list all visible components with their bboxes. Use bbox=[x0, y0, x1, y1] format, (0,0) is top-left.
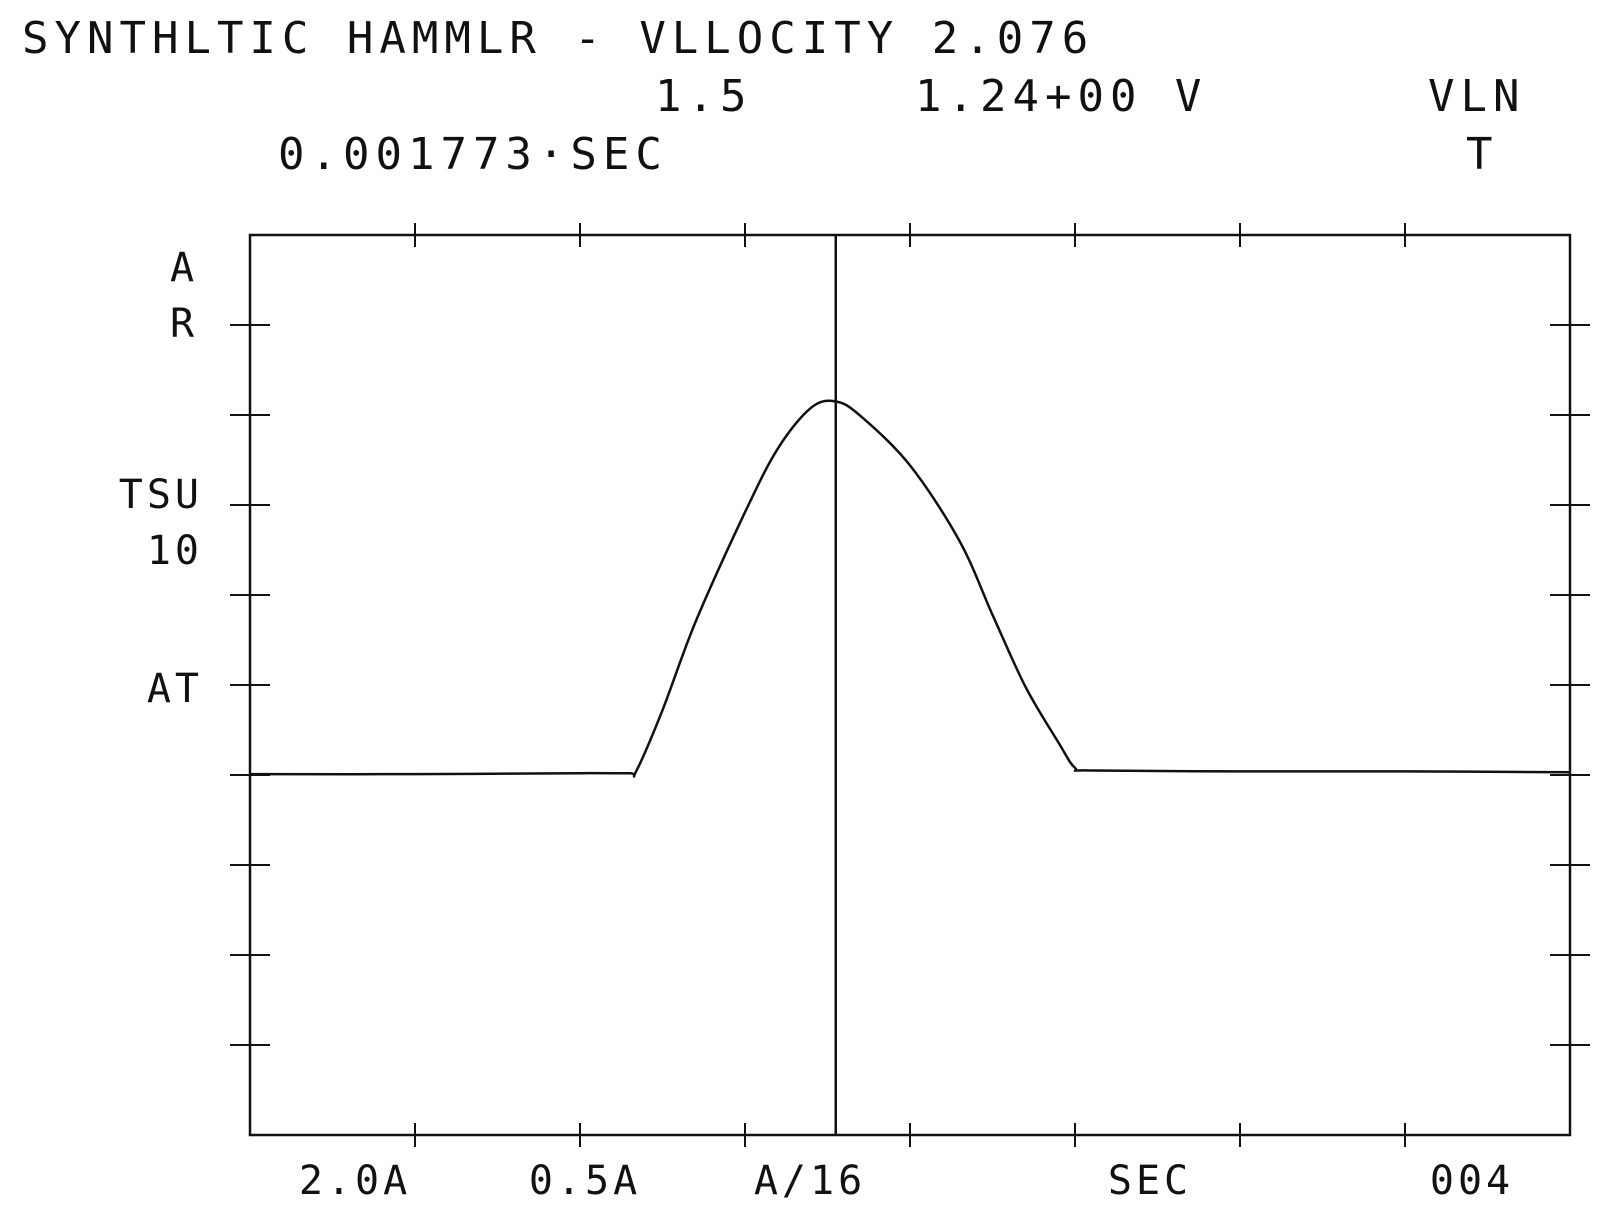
y-label-r: R bbox=[170, 301, 198, 347]
plot-area bbox=[230, 223, 1590, 1147]
y-label-at: AT bbox=[147, 666, 203, 712]
y-label-ten: 10 bbox=[147, 528, 203, 574]
mode-sub-readout: T bbox=[1466, 129, 1499, 180]
x-label-per-div: A/16 bbox=[754, 1158, 866, 1204]
waveform-trace bbox=[249, 399, 1571, 778]
chart-title: SYNTHLTIC HAMMLR - VLLOCITY 2.076 bbox=[22, 13, 1094, 64]
y-label-a: A bbox=[170, 245, 198, 291]
cursor-time-readout: 0.001773·SEC bbox=[278, 129, 668, 180]
x-label-unit: SEC bbox=[1108, 1158, 1192, 1204]
scale-readout: 1.5 bbox=[655, 71, 752, 122]
x-label-page: 004 bbox=[1430, 1158, 1514, 1204]
tick-marks bbox=[230, 223, 1590, 1147]
x-label-offset: 0.5A bbox=[529, 1158, 641, 1204]
x-label-range: 2.0A bbox=[299, 1158, 411, 1204]
mode-readout: VLN bbox=[1428, 71, 1525, 122]
plot-frame bbox=[248, 233, 1572, 1137]
cursor-value-readout: 1.24+00 V bbox=[915, 71, 1207, 122]
y-label-tsu: TSU bbox=[119, 472, 203, 518]
